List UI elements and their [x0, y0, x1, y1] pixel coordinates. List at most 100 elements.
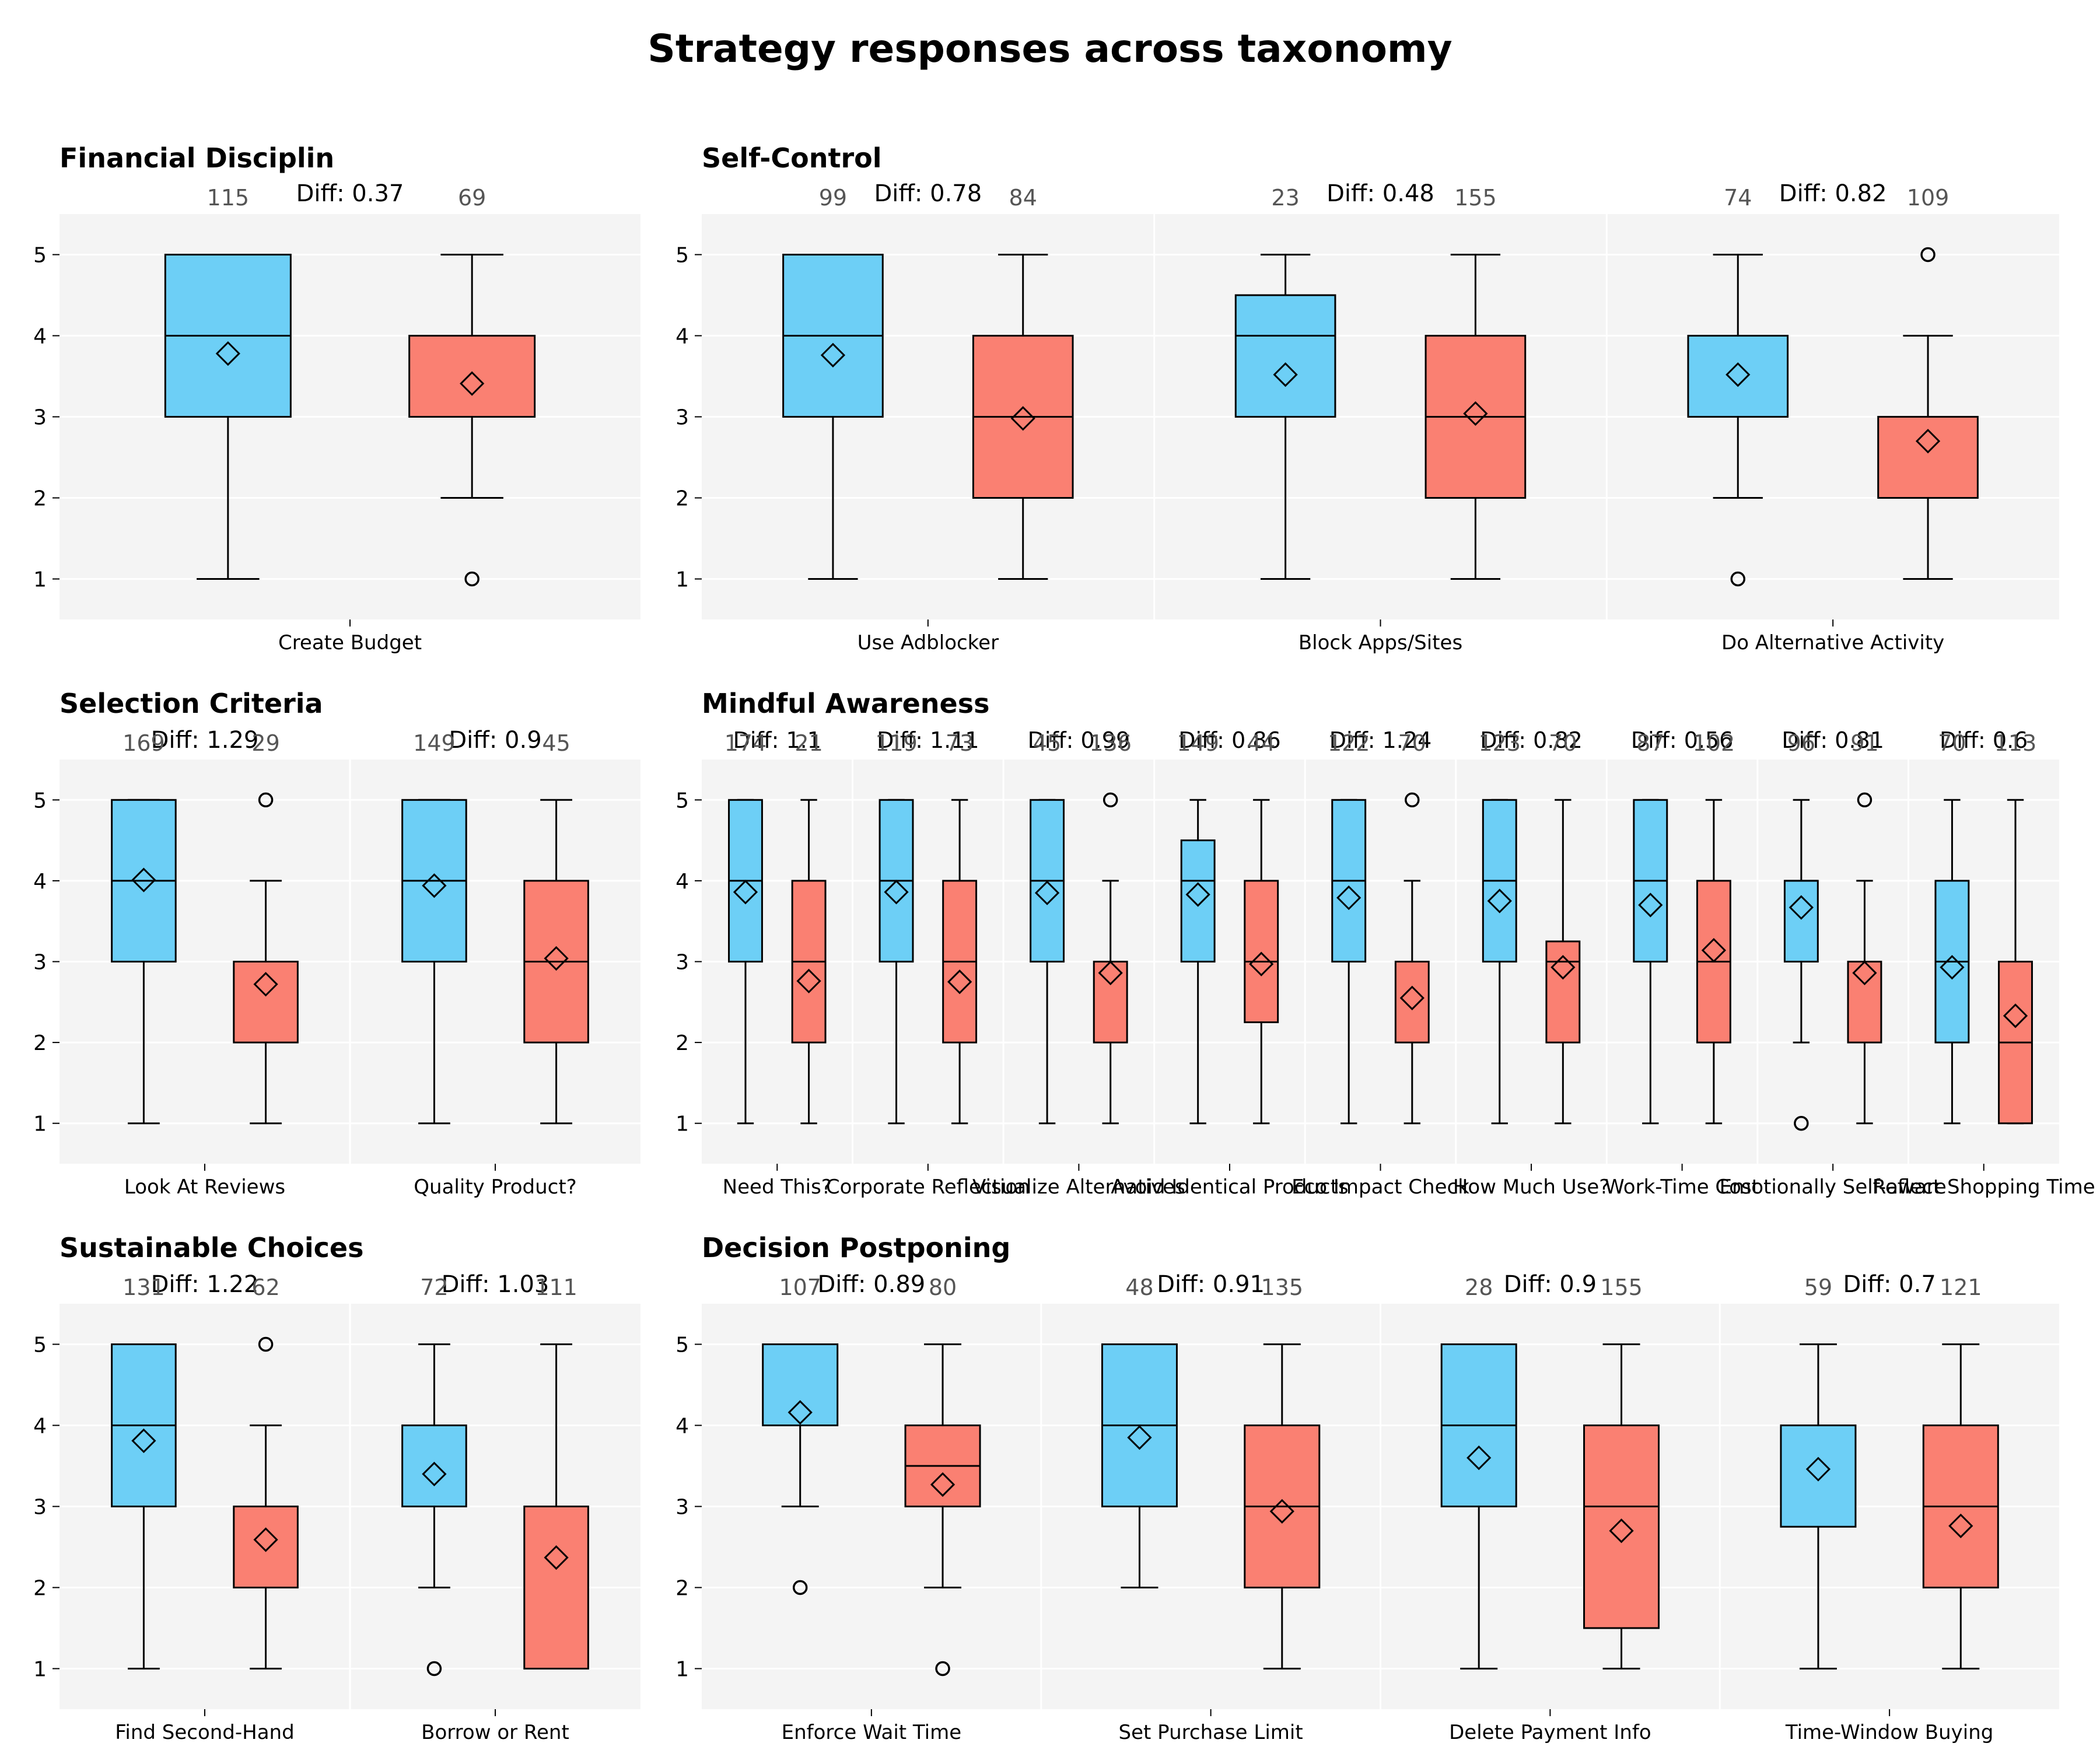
box — [1244, 880, 1279, 1023]
box-group-a: 59 — [1780, 1275, 1857, 1670]
count-label: 121 — [1940, 1275, 1982, 1300]
y-tick-label: 4 — [33, 1415, 47, 1438]
diff-label: Diff: 1.22 — [151, 1271, 259, 1298]
box-group-b: 155 — [1424, 185, 1527, 580]
diff-label: Diff: 1.24 — [1329, 727, 1432, 753]
box-group-a: 99 — [782, 185, 884, 580]
category-label: Emotionally Self-aware — [1720, 1175, 1947, 1199]
box — [1783, 880, 1819, 963]
diff-label: Diff: 0.91 — [1157, 1271, 1265, 1298]
count-label: 45 — [542, 730, 570, 756]
box-group-b: 121 — [1922, 1275, 1999, 1670]
count-label: 59 — [1804, 1275, 1832, 1300]
category-label: Do Alternative Activity — [1721, 631, 1944, 654]
box-group-a: 149 — [1177, 730, 1219, 1125]
box-group-b: 113 — [1994, 730, 2036, 1125]
mean-marker — [1185, 882, 1210, 907]
count-label: 48 — [1125, 1275, 1153, 1300]
box-group-b: 84 — [972, 185, 1074, 580]
mean-marker — [544, 1545, 569, 1570]
box-group-b: 155 — [1583, 1275, 1660, 1670]
mean-marker — [131, 867, 156, 892]
y-tick-label: 4 — [676, 325, 689, 349]
count-label: 44 — [1247, 730, 1275, 756]
box-group-b: 29 — [233, 730, 299, 1125]
category-label: How Much Use? — [1453, 1175, 1609, 1199]
mean-marker — [820, 342, 846, 368]
mean-marker — [1463, 401, 1488, 426]
box — [408, 335, 536, 418]
box-group-b: 80 — [904, 1275, 981, 1676]
count-label: 107 — [779, 1275, 821, 1300]
box-group-b: 102 — [1693, 730, 1735, 1125]
count-label: 80 — [929, 1275, 957, 1300]
mean-marker — [1788, 895, 1814, 920]
count-label: 74 — [1724, 185, 1752, 211]
y-tick-label: 3 — [676, 951, 689, 975]
y-tick-label: 2 — [33, 1031, 47, 1055]
mean-marker — [884, 880, 909, 905]
category-label: Set Purchase Limit — [1119, 1721, 1303, 1744]
diff-label: Diff: 0.37 — [296, 180, 404, 207]
mean-marker — [131, 1428, 156, 1454]
y-tick-label: 5 — [676, 789, 689, 813]
panel-title: Mindful Awareness — [702, 688, 990, 719]
count-label: 149 — [1177, 730, 1219, 756]
box-group-a: 123 — [1478, 730, 1521, 1125]
diff-label: Diff: 0.82 — [1480, 727, 1583, 753]
count-label: 29 — [251, 730, 279, 756]
count-label: 109 — [1907, 185, 1950, 211]
count-label: 155 — [1600, 1275, 1643, 1300]
outlier-point — [1405, 792, 1420, 808]
diff-label: Diff: 0.78 — [874, 180, 982, 207]
y-tick-label: 4 — [33, 870, 47, 894]
y-tick-label: 5 — [33, 1334, 47, 1357]
panel-title: Financial Disciplin — [60, 142, 334, 174]
box — [762, 1343, 839, 1426]
y-tick-label: 3 — [33, 406, 47, 430]
panel-title: Selection Criteria — [60, 688, 323, 719]
diff-label: Diff: 0.6 — [1940, 727, 2028, 753]
box — [1545, 940, 1581, 1044]
box-group-b: 135 — [1244, 1275, 1321, 1670]
panel-title: Decision Postponing — [702, 1232, 1010, 1264]
y-tick-label: 5 — [676, 244, 689, 268]
box-group-b: 62 — [233, 1275, 299, 1670]
y-tick-label: 3 — [33, 1496, 47, 1520]
y-tick-label: 5 — [33, 789, 47, 813]
count-label: 70 — [1398, 730, 1426, 756]
box-group-b: 70 — [1545, 730, 1581, 1125]
box-group-a: 115 — [164, 185, 292, 580]
y-tick-label: 3 — [676, 1496, 689, 1520]
category-label: Create Budget — [278, 631, 422, 654]
mean-marker — [1638, 892, 1663, 918]
mean-marker — [1487, 888, 1512, 914]
category-label: Borrow or Rent — [421, 1721, 569, 1744]
outlier-point — [1794, 1115, 1809, 1131]
box — [1847, 961, 1882, 1044]
count-label: 174 — [724, 730, 767, 756]
mean-marker — [1010, 406, 1035, 431]
box-group-b: 45 — [523, 730, 589, 1125]
box-group-a: 23 — [1234, 185, 1336, 580]
y-tick-label: 4 — [676, 1415, 689, 1438]
chart-title: Strategy responses across taxonomy — [648, 26, 1452, 71]
count-label: 84 — [1009, 185, 1037, 211]
box-group-a: 169 — [111, 730, 177, 1125]
panel-title: Self-Control — [702, 142, 882, 174]
mean-marker — [1550, 955, 1576, 980]
box-group-a: 131 — [111, 1275, 177, 1670]
count-label: 72 — [420, 1275, 448, 1300]
category-label: Find Second-Hand — [115, 1721, 294, 1744]
mean-marker — [1273, 362, 1298, 387]
outlier-point — [1102, 792, 1118, 808]
count-label: 23 — [1271, 185, 1299, 211]
diff-label: Diff: 1.29 — [151, 727, 259, 754]
count-label: 73 — [946, 730, 974, 756]
y-tick-label: 2 — [676, 487, 689, 511]
category-label: Need This? — [723, 1175, 832, 1199]
count-label: 70 — [1938, 730, 1966, 756]
box-group-a: 107 — [762, 1275, 839, 1595]
box — [1180, 839, 1216, 963]
